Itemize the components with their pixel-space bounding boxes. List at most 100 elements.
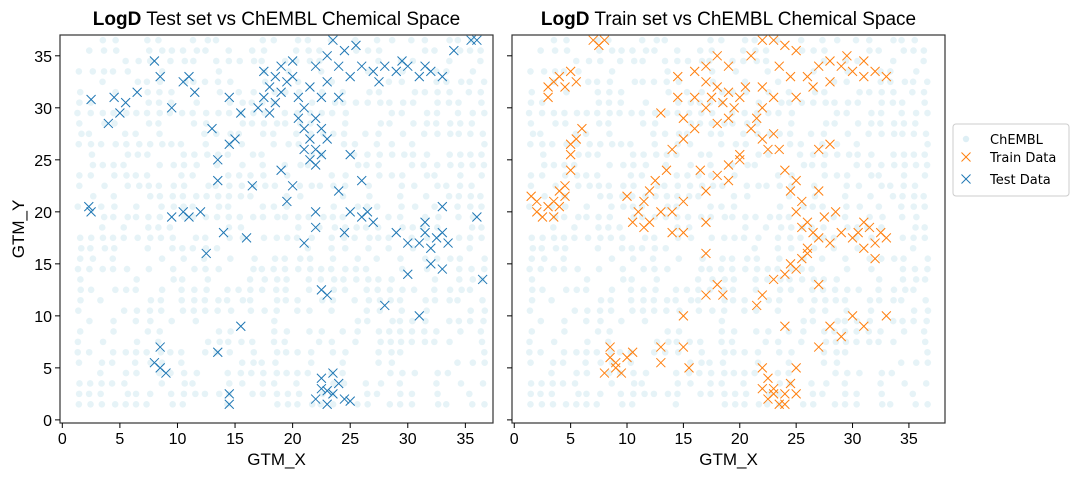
chembl-point [170,161,178,169]
marker-stroke [870,66,880,77]
marker-stroke [195,206,206,217]
chembl-point [924,307,932,314]
chembl-point [330,276,338,283]
chembl-point [120,161,127,169]
chembl-point [763,400,771,408]
data-point [472,212,482,222]
chembl-point [422,296,429,304]
chembl-point [123,140,130,148]
chembl-point [456,182,464,190]
chembl-point [900,328,908,335]
data-point [678,311,689,321]
chembl-point [434,369,441,377]
chembl-point [819,286,827,294]
chembl-point [339,359,347,366]
chembl-point [247,369,255,377]
data-point [757,102,768,113]
marker-stroke [333,92,344,103]
marker-stroke [339,227,350,238]
marker-stroke [328,35,338,46]
chembl-point [550,234,558,242]
chembl-point [97,140,105,148]
data-point [316,123,327,134]
data-point [264,82,275,92]
chembl-point [651,265,658,273]
chembl-point [841,213,849,221]
chembl-point [122,348,130,356]
data-point [305,82,315,92]
marker-stroke [155,71,166,82]
chembl-point [387,296,394,304]
chembl-point [155,99,163,106]
data-point [184,212,194,222]
chembl-point [396,192,404,200]
chembl-point [110,317,117,325]
chembl-point [99,338,107,346]
chembl-point [879,213,886,221]
chembl-point [212,57,220,65]
chembl-point [820,161,828,169]
chembl-point [397,390,404,398]
legend-frame [952,123,1070,197]
chembl-point [764,276,771,283]
chembl-point [629,255,637,262]
marker-stroke [526,191,537,202]
chembl-point [878,130,885,138]
chembl-point [552,120,559,127]
chembl-point [606,213,614,221]
chembl-point [225,47,233,54]
chembl-point [340,380,348,387]
chembl-point [898,36,905,44]
chembl-points [74,36,489,408]
chembl-point [638,36,646,44]
chembl-point [259,380,267,387]
data-point [881,311,892,321]
chembl-point [744,161,751,169]
chembl-point [707,369,715,377]
chembl-point [833,348,840,356]
chembl-point [810,182,818,190]
chembl-point [101,244,109,252]
chembl-point [170,182,178,190]
chembl-point [190,78,197,86]
chembl-point [330,203,338,210]
chembl-point [628,109,635,117]
chembl-point [595,213,602,221]
chembl-point [74,109,81,117]
chembl-point [226,234,233,242]
data-point [448,45,459,56]
chembl-point [627,286,635,294]
chembl-point [901,380,908,387]
marker-stroke [858,243,869,254]
chembl-point [457,151,464,158]
chembl-point [661,36,669,44]
chembl-point [743,255,751,262]
chembl-point [295,390,303,398]
chembl-point [423,109,431,117]
chembl-point [640,265,647,273]
chembl-point [306,307,313,314]
chembl-point [354,317,362,325]
chembl-point [595,120,603,127]
chembl-point [910,286,917,294]
chembl-point [924,359,932,366]
chembl-point [237,224,245,231]
chembl-point [778,99,785,106]
chembl-point [247,192,254,200]
data-point [379,300,390,311]
chembl-point [810,244,818,252]
marker-stroke [345,396,356,407]
chembl-point [318,88,326,96]
chembl-point [155,224,162,231]
chembl-point [455,192,463,200]
chembl-point [852,36,860,44]
chembl-point [605,120,612,127]
chembl-point [597,57,604,65]
chembl-point [629,307,636,314]
chembl-point [478,151,485,158]
marker-stroke [437,201,448,212]
chembl-point [110,244,118,252]
chembl-point [900,182,907,190]
chembl-point [410,182,418,190]
chembl-point [365,182,372,190]
